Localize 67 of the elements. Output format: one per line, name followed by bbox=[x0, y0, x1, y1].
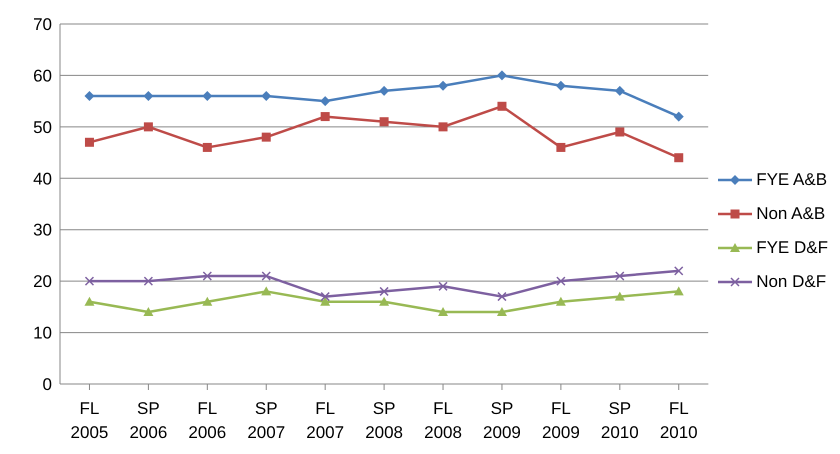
point bbox=[84, 276, 94, 286]
point bbox=[614, 292, 625, 301]
y-tick-label: 0 bbox=[42, 375, 52, 394]
point bbox=[614, 86, 625, 96]
point bbox=[261, 91, 272, 101]
y-tick-label: 30 bbox=[33, 220, 52, 240]
point bbox=[379, 86, 390, 96]
y-tick-label: 50 bbox=[33, 118, 52, 137]
point bbox=[202, 271, 212, 281]
point bbox=[261, 286, 272, 296]
point bbox=[497, 292, 507, 302]
point bbox=[674, 153, 684, 162]
point bbox=[438, 122, 448, 132]
point bbox=[261, 271, 271, 281]
point bbox=[84, 91, 94, 101]
point bbox=[615, 128, 624, 136]
point bbox=[438, 282, 448, 292]
point bbox=[674, 266, 684, 276]
x-tick-label: FL 2006 bbox=[188, 399, 226, 442]
point bbox=[556, 276, 566, 286]
point bbox=[556, 296, 566, 306]
y-tick-label: 70 bbox=[33, 15, 52, 34]
x-tick-label: SP 2006 bbox=[129, 399, 168, 442]
x-tick-label: FL 2010 bbox=[660, 399, 698, 442]
x-tick-label: SP 2008 bbox=[365, 399, 404, 442]
x-tick-label: FL 2007 bbox=[306, 399, 344, 442]
point bbox=[262, 132, 271, 142]
x-tick-label: SP 2010 bbox=[600, 399, 639, 442]
point bbox=[320, 292, 330, 302]
point bbox=[84, 296, 94, 306]
point bbox=[380, 117, 389, 126]
point bbox=[556, 142, 566, 152]
point bbox=[438, 307, 448, 316]
legend-label: FYE D&F bbox=[756, 238, 828, 258]
legend-label: FYE A&B bbox=[756, 170, 828, 190]
x-tick-label: SP 2007 bbox=[247, 399, 286, 442]
y-tick-label: 10 bbox=[33, 324, 52, 343]
point bbox=[144, 122, 153, 132]
point bbox=[84, 138, 94, 147]
point bbox=[496, 307, 507, 316]
point bbox=[379, 296, 390, 306]
point bbox=[202, 142, 212, 152]
legend-label: Non A&B bbox=[756, 204, 826, 224]
point bbox=[497, 102, 506, 111]
y-tick-label: 20 bbox=[33, 272, 52, 292]
point bbox=[143, 91, 154, 101]
point bbox=[143, 307, 154, 316]
legend-label: Non D&F bbox=[756, 272, 826, 292]
point bbox=[202, 91, 212, 101]
point bbox=[496, 70, 507, 80]
x-tick-label: SP 2009 bbox=[483, 399, 521, 442]
point bbox=[320, 112, 330, 122]
x-tick-label: FL 2009 bbox=[542, 399, 580, 442]
y-tick-label: 40 bbox=[33, 169, 52, 188]
point bbox=[438, 80, 448, 91]
point bbox=[674, 286, 684, 296]
point bbox=[202, 296, 212, 306]
point bbox=[674, 112, 684, 122]
y-tick-label: 60 bbox=[33, 66, 52, 86]
point bbox=[615, 271, 625, 281]
point bbox=[379, 286, 389, 296]
x-tick-label: FL 2005 bbox=[70, 399, 108, 442]
point bbox=[144, 276, 154, 286]
point bbox=[556, 80, 566, 91]
point bbox=[320, 96, 330, 106]
x-tick-label: FL 2008 bbox=[424, 399, 462, 442]
point bbox=[320, 296, 330, 306]
